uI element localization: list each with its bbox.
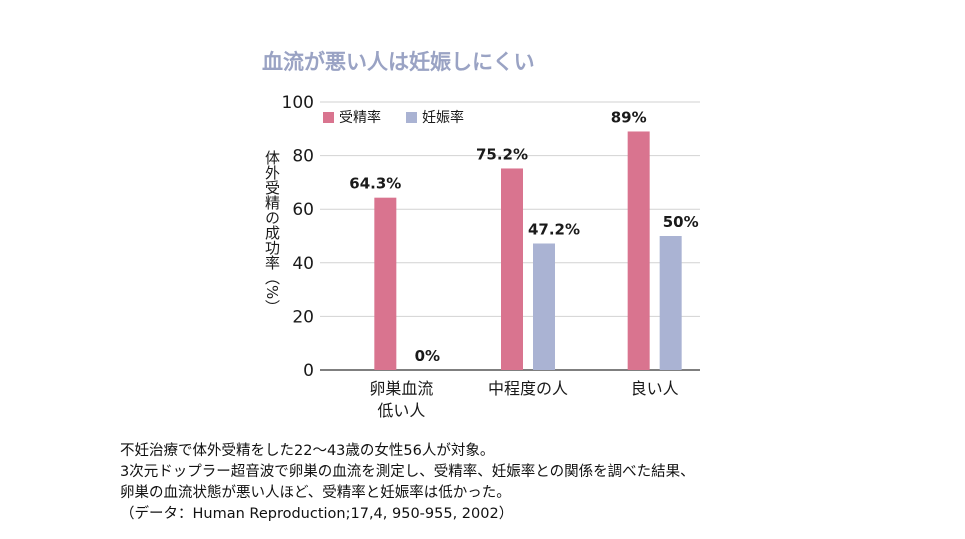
data-labels: 64.3% 0% 75.2% 47.2% 89% 50% [349,108,698,365]
y-tick-40: 40 [292,254,314,274]
bars [374,131,682,370]
category-label-0-1: 低い人 [377,401,425,420]
legend-label-0: 受精率 [339,109,381,126]
y-tick-labels: 0 20 40 60 80 100 [282,93,314,381]
caption-line-1: 不妊治療で体外受精をした22〜43歳の女性56人が対象。 [120,443,495,459]
caption-line-2: 3次元ドップラー超音波で卵巣の血流を測定し、受精率、妊娠率との関係を調べた結果、 [120,464,695,480]
y-tick-20: 20 [292,307,314,327]
caption-line-4: （データ：Human Reproduction;17,4, 950-955, 2… [120,506,514,522]
chart-title: 血流が悪い人は妊娠しにくい [262,50,535,74]
caption: 不妊治療で体外受精をした22〜43歳の女性56人が対象。 3次元ドップラー超音波… [120,441,950,525]
bar-fertilization-2 [627,131,650,370]
bar-fertilization-0 [374,197,397,370]
category-label-0-0: 卵巣血流 [369,379,433,398]
data-label-pregnancy-0: 0% [415,347,440,365]
category-label-1-0: 中程度の人 [488,379,568,398]
caption-line-3: 卵巣の血流状態が悪い人ほど、受精率と妊娠率は低かった。 [120,485,511,501]
data-label-pregnancy-2: 50% [663,213,699,231]
y-tick-0: 0 [303,361,314,381]
chart: 血流が悪い人は妊娠しにくい 0 20 40 60 80 100 体外受精の成功率（%） 6… [262,50,700,420]
y-tick-60: 60 [292,200,314,220]
bar-pregnancy-2 [659,236,682,370]
legend: 受精率 妊娠率 [323,109,464,126]
data-label-fertilization-2: 89% [611,108,647,126]
legend-swatch-1 [406,112,417,123]
y-tick-100: 100 [282,93,314,113]
y-tick-80: 80 [292,147,314,167]
data-label-fertilization-1: 75.2% [476,145,528,163]
legend-label-1: 妊娠率 [422,109,464,126]
bar-pregnancy-1 [533,243,555,370]
legend-swatch-0 [323,112,334,123]
data-label-pregnancy-1: 47.2% [528,221,580,239]
y-axis-label: 体外受精の成功率（%） [263,150,281,314]
data-label-fertilization-0: 64.3% [349,175,401,193]
category-label-2-0: 良い人 [631,379,679,398]
bar-fertilization-1 [501,168,523,370]
